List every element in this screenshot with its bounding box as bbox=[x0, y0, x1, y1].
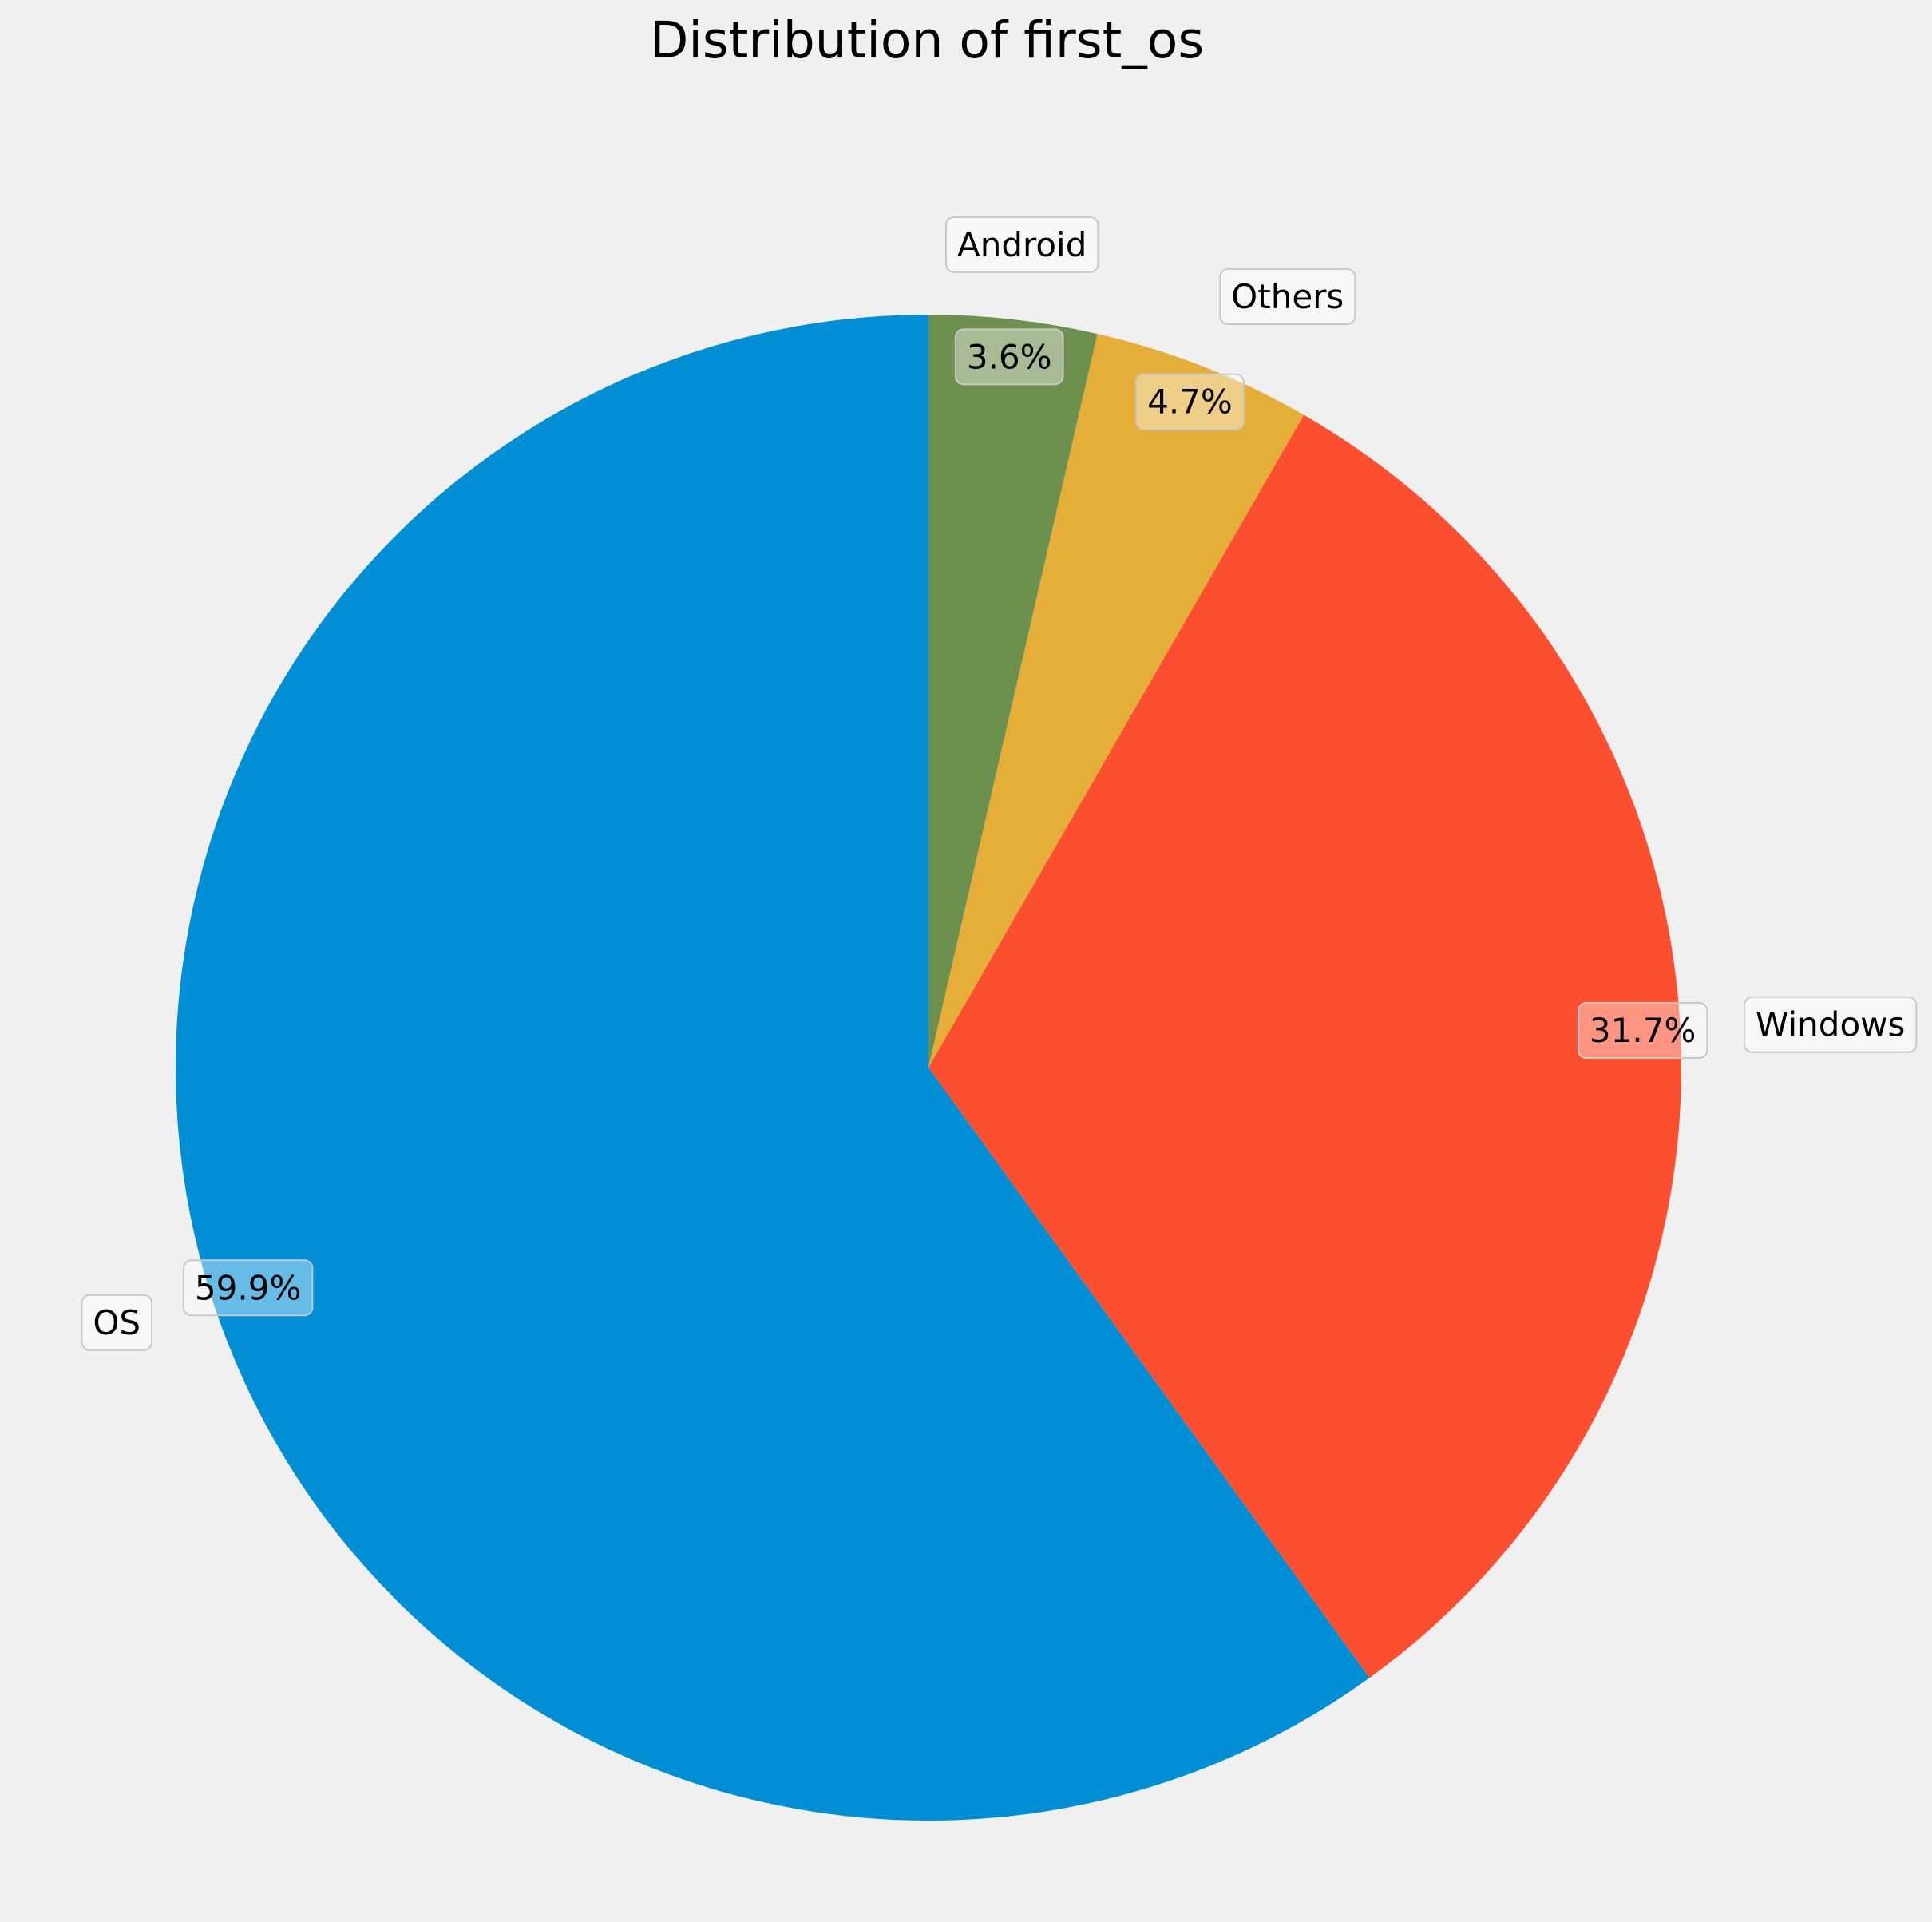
slice-label-others: Others bbox=[1219, 267, 1356, 325]
slice-label-windows-box bbox=[1743, 996, 1918, 1053]
pie-slice-android bbox=[928, 315, 1098, 1068]
slice-label-android: Android bbox=[944, 216, 1099, 273]
slice-pct-label-windows-text: 31.7% bbox=[1590, 1011, 1696, 1050]
chart-title: Distribution of first_os bbox=[650, 11, 1204, 69]
slice-label-os-text: OS bbox=[93, 1303, 141, 1342]
slice-label-android-box bbox=[944, 216, 1099, 273]
pie-slice-os bbox=[176, 315, 1370, 1821]
slice-pct-label-others-box bbox=[1135, 373, 1245, 430]
slice-label-android-text: Android bbox=[957, 225, 1087, 264]
pie-slices bbox=[176, 315, 1682, 1821]
slice-pct-label-os: 59.9% bbox=[182, 1259, 314, 1317]
slice-pct-label-android-box bbox=[954, 328, 1064, 386]
slice-pct-label-windows-box bbox=[1577, 1002, 1708, 1060]
slice-pct-label-os-box bbox=[182, 1259, 314, 1317]
slice-label-windows-text: Windows bbox=[1756, 1005, 1905, 1044]
slice-label-others-text: Others bbox=[1231, 277, 1344, 316]
slice-pct-label-windows: 31.7% bbox=[1577, 1002, 1708, 1060]
pie-labels: Android 3.6% Others 4.7% Windows 31.7% OS 59.9% bbox=[81, 216, 1918, 1351]
slice-pct-label-android-text: 3.6% bbox=[967, 337, 1052, 376]
slice-pct-label-others-text: 4.7% bbox=[1147, 382, 1233, 422]
pie-slice-others bbox=[928, 334, 1304, 1068]
slice-pct-label-android: 3.6% bbox=[954, 328, 1064, 386]
slice-pct-label-others: 4.7% bbox=[1135, 373, 1245, 430]
slice-pct-label-os-text: 59.9% bbox=[195, 1268, 301, 1307]
slice-label-os: OS bbox=[81, 1294, 153, 1351]
slice-label-others-box bbox=[1219, 267, 1356, 325]
pie-slice-windows bbox=[928, 414, 1682, 1678]
slice-label-os-box bbox=[81, 1294, 153, 1351]
slice-label-windows: Windows bbox=[1743, 996, 1918, 1053]
